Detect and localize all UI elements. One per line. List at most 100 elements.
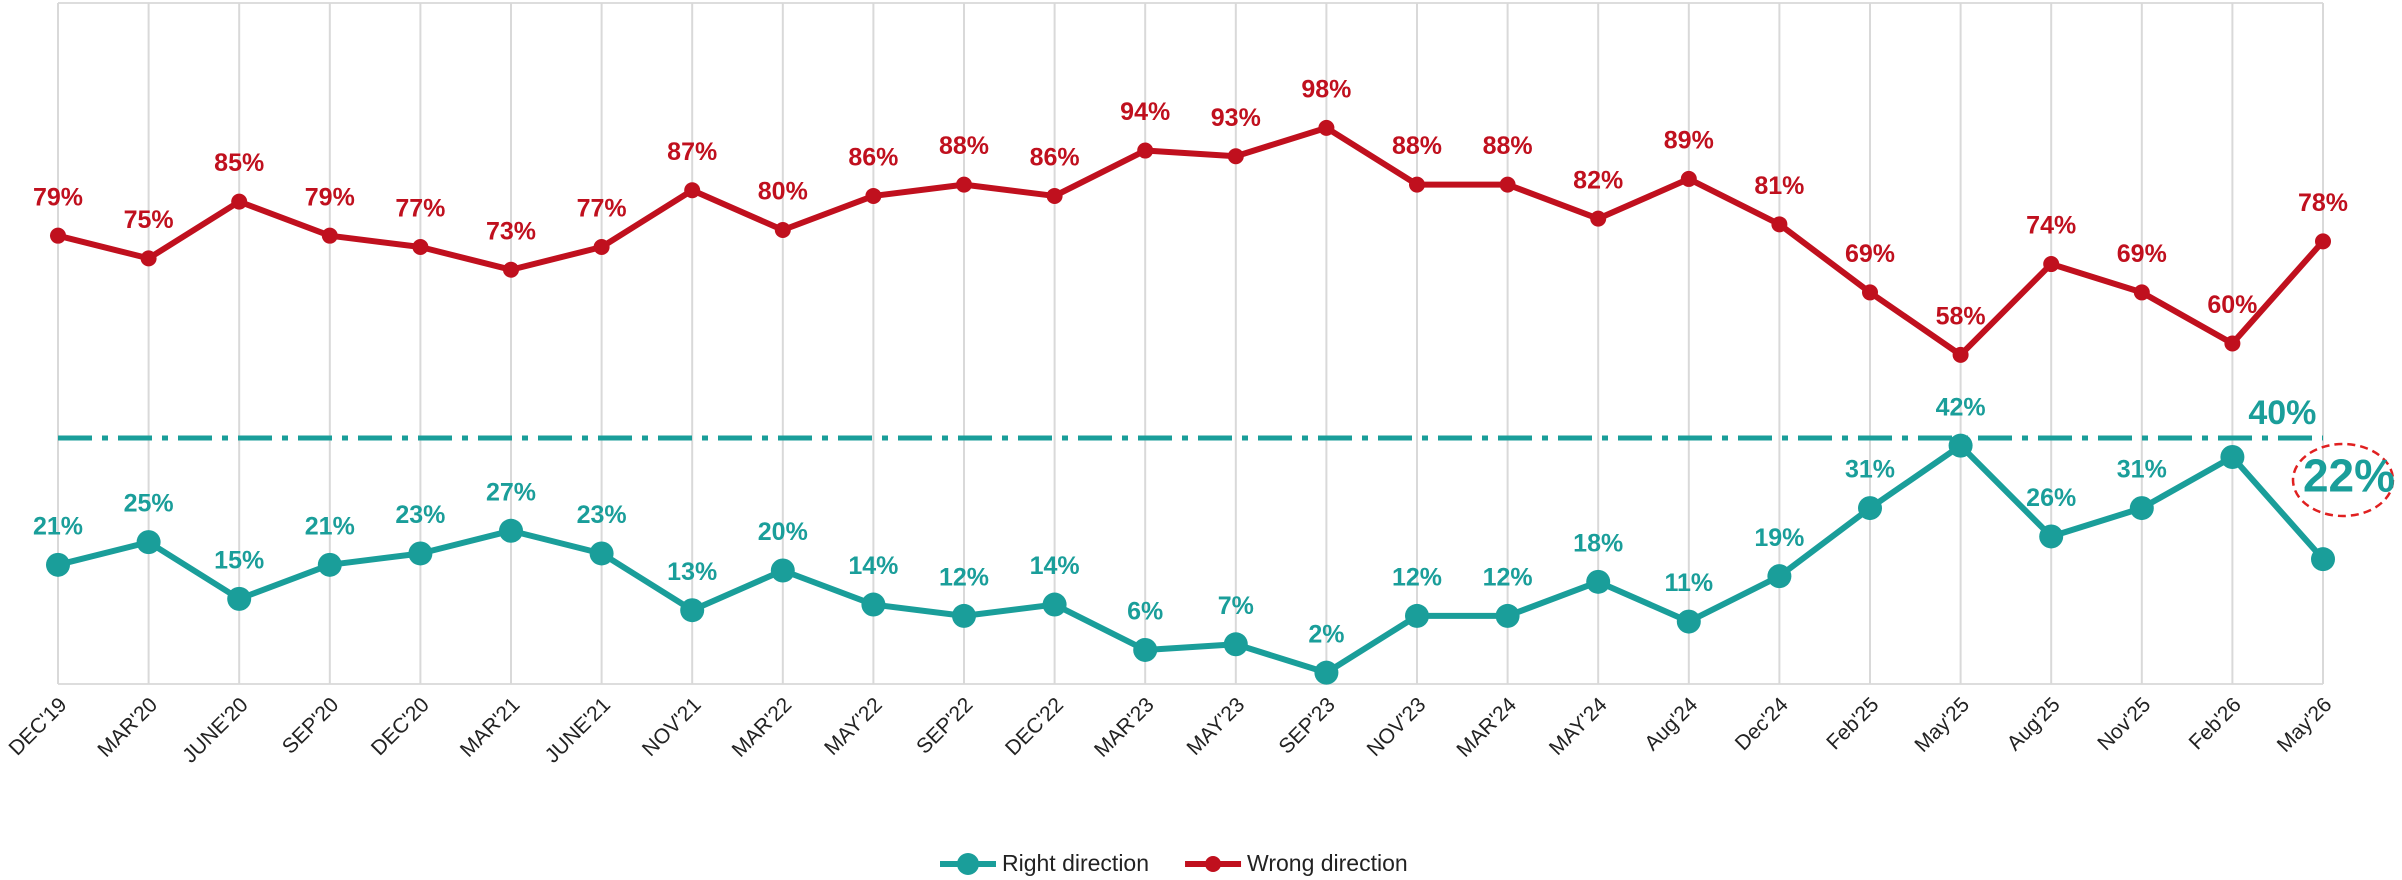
data-point xyxy=(1314,660,1339,685)
x-tick-label: MAR'24 xyxy=(1452,693,1521,762)
x-tick-label: NOV'23 xyxy=(1363,693,1431,761)
data-label: 74% xyxy=(2026,212,2076,240)
x-tick-label: DEC'19 xyxy=(4,693,71,760)
x-tick-label: JUNE'21 xyxy=(541,693,615,767)
data-label: 2% xyxy=(1308,620,1344,648)
data-point xyxy=(1223,632,1248,657)
data-label: 23% xyxy=(577,501,627,529)
data-label: 7% xyxy=(1218,592,1254,620)
data-point xyxy=(46,552,70,577)
data-point xyxy=(1227,148,1244,165)
data-label: 73% xyxy=(486,217,536,245)
x-tick-label: Feb'26 xyxy=(2185,693,2246,754)
data-label: 69% xyxy=(1845,240,1895,268)
data-label: 77% xyxy=(395,195,445,223)
data-label: 87% xyxy=(667,138,717,166)
data-label: 18% xyxy=(1573,529,1623,557)
data-label: 13% xyxy=(667,558,717,586)
x-tick-label: Aug'25 xyxy=(2003,693,2065,755)
data-point xyxy=(865,187,882,204)
x-tick-label: May'26 xyxy=(2273,693,2337,757)
data-label: 98% xyxy=(1301,75,1351,103)
data-point xyxy=(1046,187,1063,204)
data-point xyxy=(1767,564,1792,589)
data-point xyxy=(1952,346,1969,363)
data-point xyxy=(1137,142,1154,159)
data-label: 88% xyxy=(939,132,989,160)
legend-marker xyxy=(957,853,979,875)
series-line xyxy=(57,442,2326,676)
data-label: 88% xyxy=(1483,132,1533,160)
data-label: 81% xyxy=(1754,172,1804,200)
series-line xyxy=(57,124,2326,358)
data-point xyxy=(1862,284,1878,301)
data-point xyxy=(2043,256,2060,273)
data-point xyxy=(684,182,701,199)
data-point xyxy=(1499,176,1516,193)
data-point xyxy=(2039,524,2064,549)
x-tick-label: NOV'21 xyxy=(638,693,706,761)
data-label: 12% xyxy=(1392,564,1442,592)
data-point xyxy=(1405,603,1429,628)
data-label: 26% xyxy=(2026,484,2076,512)
data-point xyxy=(593,239,610,256)
data-point xyxy=(774,222,791,238)
x-tick-label: MAY'23 xyxy=(1183,693,1250,760)
x-tick-label: MAR'21 xyxy=(456,693,525,762)
data-point xyxy=(1495,603,1520,628)
data-point xyxy=(2133,284,2150,301)
x-tick-label: MAR'22 xyxy=(728,693,797,762)
data-label: 58% xyxy=(1936,302,1986,330)
data-point xyxy=(1680,170,1697,187)
data-label: 14% xyxy=(848,552,898,580)
data-label: 77% xyxy=(577,195,627,223)
data-point xyxy=(408,541,433,566)
data-label: 21% xyxy=(305,512,355,540)
data-label: 27% xyxy=(486,478,536,506)
data-label: 21% xyxy=(33,512,83,540)
data-point xyxy=(861,592,886,617)
data-point xyxy=(231,193,248,210)
x-tick-label: SEP'22 xyxy=(912,693,977,758)
data-point xyxy=(1590,210,1607,227)
data-point xyxy=(1771,216,1788,233)
data-label: 94% xyxy=(1120,98,1170,126)
data-point xyxy=(1676,609,1701,634)
data-point xyxy=(1318,119,1335,136)
data-label: 22% xyxy=(2303,449,2395,501)
data-point xyxy=(140,250,157,267)
x-tick-label: MAR'23 xyxy=(1090,693,1159,762)
data-label: 31% xyxy=(2117,456,2167,484)
x-tick-label: DEC'22 xyxy=(1001,693,1068,760)
data-point xyxy=(1948,433,1973,458)
highlight-ellipse xyxy=(2291,442,2395,518)
data-point xyxy=(680,598,705,623)
data-label: 85% xyxy=(214,149,264,177)
data-label: 6% xyxy=(1127,598,1163,626)
data-label: 86% xyxy=(848,144,898,172)
x-tick-label: Nov'25 xyxy=(2093,693,2155,755)
data-point xyxy=(1042,592,1067,617)
data-point xyxy=(499,518,523,543)
x-tick-label: DEC'20 xyxy=(367,693,434,760)
data-point xyxy=(770,558,795,583)
data-point xyxy=(227,586,252,611)
data-label: 19% xyxy=(1754,524,1804,552)
legend-marker xyxy=(1205,856,1222,872)
x-tick-label: MAY'24 xyxy=(1545,693,1612,760)
legend-label: Wrong direction xyxy=(1247,850,1408,876)
data-point xyxy=(2224,335,2241,352)
legend-label: Right direction xyxy=(1002,850,1149,876)
data-point xyxy=(2311,547,2335,572)
data-label: 20% xyxy=(758,518,808,546)
x-tick-label: SEP'20 xyxy=(278,693,343,758)
data-label: 89% xyxy=(1664,127,1714,155)
x-tick-label: Dec'24 xyxy=(1731,693,1793,755)
data-point xyxy=(1858,496,1882,521)
data-point xyxy=(1409,176,1425,193)
x-tick-label: Feb'25 xyxy=(1822,693,1883,754)
data-label: 25% xyxy=(124,490,174,518)
data-label: 80% xyxy=(758,178,808,206)
data-label: 93% xyxy=(1211,104,1261,132)
